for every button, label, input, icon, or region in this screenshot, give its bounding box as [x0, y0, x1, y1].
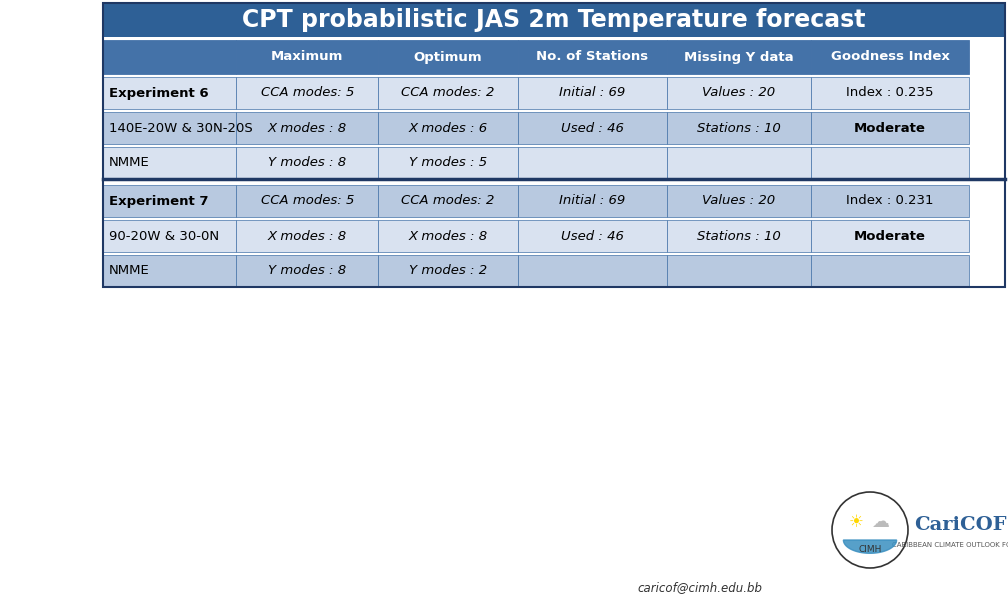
Bar: [237, 112, 378, 144]
Bar: [811, 112, 969, 144]
Text: ☁: ☁: [871, 513, 889, 531]
Bar: [666, 77, 811, 109]
Text: Index : 0.235: Index : 0.235: [847, 86, 933, 100]
Bar: [103, 112, 237, 144]
Bar: [518, 185, 666, 217]
Text: Initial : 69: Initial : 69: [559, 86, 625, 100]
Bar: [378, 40, 518, 74]
Bar: [518, 112, 666, 144]
Bar: [666, 112, 811, 144]
Text: 140E-20W & 30N-20S: 140E-20W & 30N-20S: [109, 122, 253, 135]
Text: Moderate: Moderate: [854, 230, 926, 242]
Bar: [811, 185, 969, 217]
Text: Optimum: Optimum: [413, 51, 482, 64]
Text: Used : 46: Used : 46: [560, 230, 624, 242]
Bar: [518, 77, 666, 109]
Bar: [518, 40, 666, 74]
Text: Initial : 69: Initial : 69: [559, 195, 625, 207]
Bar: [237, 40, 378, 74]
Bar: [103, 147, 237, 179]
Text: Stations : 10: Stations : 10: [698, 230, 781, 242]
Bar: [378, 185, 518, 217]
Text: CCA modes: 5: CCA modes: 5: [261, 195, 354, 207]
Bar: [378, 77, 518, 109]
Text: ☀: ☀: [849, 513, 864, 531]
Text: Y modes : 5: Y modes : 5: [409, 157, 487, 170]
Text: NMME: NMME: [109, 264, 150, 277]
Text: 90-20W & 30-0N: 90-20W & 30-0N: [109, 230, 219, 242]
Text: Values : 20: Values : 20: [703, 195, 775, 207]
Text: X modes : 8: X modes : 8: [268, 122, 347, 135]
Text: Missing Y data: Missing Y data: [684, 51, 793, 64]
Text: X modes : 8: X modes : 8: [408, 230, 488, 242]
Bar: [103, 255, 237, 287]
Text: Y modes : 8: Y modes : 8: [268, 157, 347, 170]
Bar: [666, 147, 811, 179]
Text: Moderate: Moderate: [854, 122, 926, 135]
Bar: [518, 255, 666, 287]
Bar: [103, 3, 1005, 37]
Text: CARIBBEAN CLIMATE OUTLOOK FORUM: CARIBBEAN CLIMATE OUTLOOK FORUM: [892, 542, 1008, 548]
Text: X modes : 6: X modes : 6: [408, 122, 488, 135]
Text: CPT probabilistic JAS 2m Temperature forecast: CPT probabilistic JAS 2m Temperature for…: [242, 8, 866, 32]
Bar: [378, 220, 518, 252]
Bar: [811, 77, 969, 109]
Bar: [103, 220, 237, 252]
Bar: [666, 185, 811, 217]
Bar: [237, 147, 378, 179]
Bar: [666, 40, 811, 74]
Bar: [103, 3, 1005, 287]
Text: Goodness Index: Goodness Index: [831, 51, 950, 64]
Text: NMME: NMME: [109, 157, 150, 170]
Bar: [103, 77, 237, 109]
Bar: [237, 255, 378, 287]
Bar: [666, 220, 811, 252]
Bar: [103, 40, 237, 74]
Text: CariCOF: CariCOF: [913, 516, 1006, 534]
Bar: [378, 147, 518, 179]
Bar: [811, 255, 969, 287]
Text: Index : 0.231: Index : 0.231: [847, 195, 933, 207]
Bar: [378, 255, 518, 287]
Bar: [237, 220, 378, 252]
Bar: [811, 220, 969, 252]
Bar: [811, 147, 969, 179]
Bar: [518, 147, 666, 179]
Text: Used : 46: Used : 46: [560, 122, 624, 135]
Bar: [237, 77, 378, 109]
Text: Values : 20: Values : 20: [703, 86, 775, 100]
Text: No. of Stations: No. of Stations: [536, 51, 648, 64]
Text: Stations : 10: Stations : 10: [698, 122, 781, 135]
Text: CCA modes: 5: CCA modes: 5: [261, 86, 354, 100]
Polygon shape: [844, 540, 896, 553]
Text: Y modes : 8: Y modes : 8: [268, 264, 347, 277]
Bar: [378, 112, 518, 144]
Bar: [103, 185, 237, 217]
Text: Experiment 7: Experiment 7: [109, 195, 209, 207]
Bar: [811, 40, 969, 74]
Bar: [666, 255, 811, 287]
Text: Maximum: Maximum: [271, 51, 344, 64]
Text: CCA modes: 2: CCA modes: 2: [401, 86, 495, 100]
Text: Y modes : 2: Y modes : 2: [409, 264, 487, 277]
Text: X modes : 8: X modes : 8: [268, 230, 347, 242]
Text: CIMH: CIMH: [859, 545, 882, 554]
Text: caricof@cimh.edu.bb: caricof@cimh.edu.bb: [637, 581, 762, 594]
Bar: [518, 220, 666, 252]
Text: CCA modes: 2: CCA modes: 2: [401, 195, 495, 207]
Bar: [237, 185, 378, 217]
Text: Experiment 6: Experiment 6: [109, 86, 209, 100]
